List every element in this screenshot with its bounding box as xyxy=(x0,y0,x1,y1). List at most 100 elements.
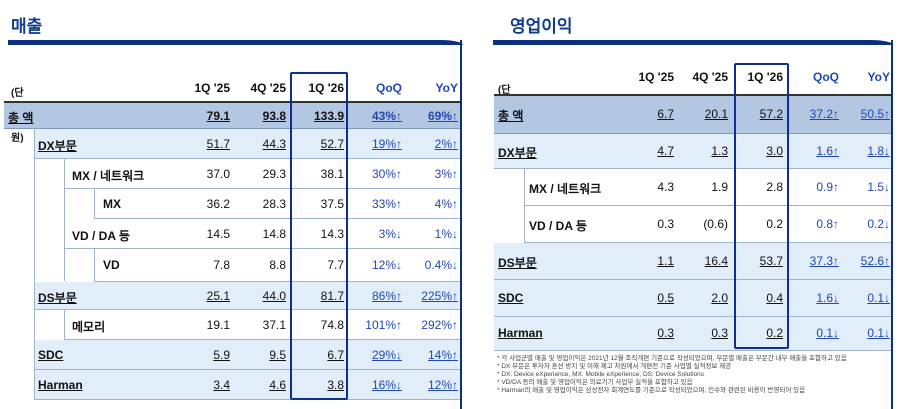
cell-value: 37.3↑ xyxy=(809,254,839,268)
cell-value: 1.6↑ xyxy=(816,144,839,158)
row-label: MX / 네트워크 xyxy=(529,182,602,196)
cell-value: 1.1 xyxy=(657,254,674,268)
cell-value: 292%↑ xyxy=(421,318,458,332)
cell-value: 3.0 xyxy=(766,144,783,158)
table-row xyxy=(524,169,891,206)
op-income-title-bar xyxy=(493,40,893,45)
cell-value: 57.2 xyxy=(759,107,783,121)
cell-value: 2.8 xyxy=(766,180,783,194)
row-label: DS부문 xyxy=(38,291,77,305)
cell-value: 29.3 xyxy=(262,167,286,181)
cell-value: 19%↑ xyxy=(371,137,402,151)
cell-value: 4.7 xyxy=(657,144,674,158)
cell-value: 33%↑ xyxy=(371,197,402,211)
cell-value: 37.1 xyxy=(262,318,286,332)
cell-value: 1.9 xyxy=(711,180,728,194)
table-row xyxy=(494,317,891,351)
row-label: VD / DA 등 xyxy=(529,219,587,233)
cell-value: 38.1 xyxy=(320,167,344,181)
footnote: * DX: Device eXperience, MX: Mobile eXpe… xyxy=(497,371,705,378)
row-label: DX부문 xyxy=(498,146,537,160)
cell-value: 37.5 xyxy=(320,197,344,211)
revenue-header-4q25: 4Q '25 xyxy=(250,81,286,95)
cell-value: 69%↑ xyxy=(427,109,458,123)
footnote: * 각 사업군별 매출 및 영업이익은 2021년 12월 조직개편 기준으로 … xyxy=(497,355,847,362)
cell-value: 30%↑ xyxy=(371,167,402,181)
revenue-header-qoq: QoQ xyxy=(376,81,402,95)
cell-value: 19.1 xyxy=(206,318,230,332)
op-income-title: 영업이익 xyxy=(510,17,573,36)
revenue-header-line xyxy=(4,101,460,103)
cell-value: 4%↑ xyxy=(434,197,458,211)
cell-value: 86%↑ xyxy=(371,289,402,303)
footnote: * VD/DA 등의 매출 및 영업이익은 의료기기 사업부 실적을 포함하고 … xyxy=(497,379,693,386)
table-row xyxy=(494,96,891,134)
cell-value: 9.5 xyxy=(269,348,286,362)
row-label: VD / DA 등 xyxy=(72,229,130,243)
cell-value: 0.2 xyxy=(766,217,783,231)
cell-value: 37.0 xyxy=(206,167,230,181)
op-income-header-qoq: QoQ xyxy=(813,70,839,84)
row-label: 총 액 xyxy=(8,111,34,125)
revenue-title-bar xyxy=(8,40,463,45)
op-income-header-1q26: 1Q '26 xyxy=(747,70,783,84)
cell-value: 0.4 xyxy=(766,291,783,305)
cell-value: 16%↓ xyxy=(371,378,402,392)
row-label: 메모리 xyxy=(72,320,106,334)
cell-value: 2.0 xyxy=(711,291,728,305)
cell-value: 14.8 xyxy=(262,227,286,241)
cell-value: 3%↑ xyxy=(434,167,458,181)
op-income-header-line xyxy=(494,94,891,96)
row-label: MX / 네트워크 xyxy=(72,169,145,183)
row-label: SDC xyxy=(498,291,524,305)
cell-value: 43%↑ xyxy=(371,109,402,123)
cell-value: 1.5↓ xyxy=(867,180,890,194)
cell-value: 0.2 xyxy=(766,326,783,340)
cell-value: 7.8 xyxy=(213,258,230,272)
tree-line xyxy=(64,158,65,281)
table-row xyxy=(4,103,460,129)
cell-value: 44.0 xyxy=(262,289,286,303)
table-row xyxy=(64,219,460,249)
cell-value: 25.1 xyxy=(206,289,230,303)
cell-value: 79.1 xyxy=(206,109,230,123)
cell-value: 6.7 xyxy=(327,348,344,362)
cell-value: 4.3 xyxy=(657,180,674,194)
row-label: VD xyxy=(103,258,120,272)
row-label: Harman xyxy=(498,326,543,340)
cell-value: 0.1↓ xyxy=(867,291,890,305)
tree-line xyxy=(524,168,525,242)
cell-value: 29%↓ xyxy=(371,348,402,362)
cell-value: 37.2↑ xyxy=(809,107,839,121)
cell-value: 28.3 xyxy=(262,197,286,211)
cell-value: 6.7 xyxy=(657,107,674,121)
op-income-divider xyxy=(891,40,893,409)
revenue-header-1q25: 1Q '25 xyxy=(194,81,230,95)
cell-value: 1.3 xyxy=(711,144,728,158)
table-row xyxy=(94,249,460,282)
tree-line xyxy=(94,248,95,281)
cell-value: 20.1 xyxy=(704,107,728,121)
cell-value: 1.6↓ xyxy=(816,291,839,305)
row-label: Harman xyxy=(38,378,83,392)
op-income-1q26-highlight xyxy=(734,63,789,349)
table-row xyxy=(34,282,460,310)
footnotes: * 각 사업군별 매출 및 영업이익은 2021년 12월 조직개편 기준으로 … xyxy=(497,355,847,395)
table-row xyxy=(94,189,460,219)
cell-value: 225%↑ xyxy=(421,289,458,303)
cell-value: 0.3 xyxy=(657,217,674,231)
table-row xyxy=(34,129,460,159)
cell-value: 0.1↓ xyxy=(867,326,890,340)
table-row xyxy=(494,280,891,317)
row-label: SDC xyxy=(38,348,64,362)
cell-value: 5.9 xyxy=(213,348,230,362)
cell-value: 14.5 xyxy=(206,227,230,241)
op-income-header-1q25: 1Q '25 xyxy=(638,70,674,84)
row-label: MX xyxy=(103,197,121,211)
table-row xyxy=(494,134,891,169)
tree-line xyxy=(64,309,65,339)
op-income-header-yoy: YoY xyxy=(867,70,890,84)
cell-value: 74.8 xyxy=(320,318,344,332)
cell-value: 0.1↓ xyxy=(816,326,839,340)
cell-value: 51.7 xyxy=(206,137,230,151)
